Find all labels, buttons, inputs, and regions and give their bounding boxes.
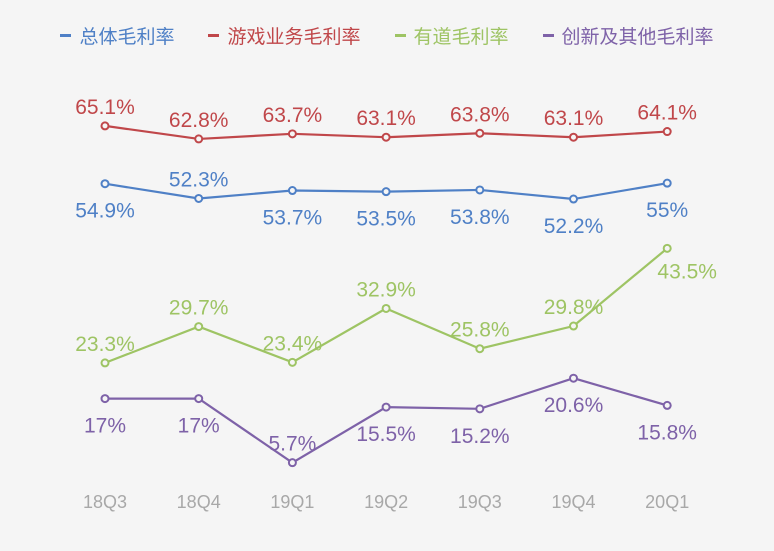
x-tick-label: 18Q3 xyxy=(83,492,127,512)
data-label: 23.4% xyxy=(263,332,323,355)
data-label: 55% xyxy=(646,199,688,222)
legend-swatch xyxy=(542,34,554,37)
data-label: 63.8% xyxy=(450,103,510,126)
legend: 总体毛利率 游戏业务毛利率 有道毛利率 创新及其他毛利率 xyxy=(0,22,774,49)
x-tick-label: 20Q1 xyxy=(645,492,689,512)
data-point[interactable] xyxy=(381,303,391,313)
legend-swatch xyxy=(394,34,406,37)
data-point[interactable] xyxy=(569,194,578,204)
legend-swatch xyxy=(60,34,72,37)
data-label: 15.2% xyxy=(450,425,510,448)
data-point[interactable] xyxy=(569,132,578,142)
x-tick-label: 19Q1 xyxy=(270,492,314,512)
data-label: 29.8% xyxy=(544,296,604,319)
legend-item[interactable]: 有道毛利率 xyxy=(394,22,509,49)
data-point[interactable] xyxy=(662,400,672,410)
data-point[interactable] xyxy=(569,321,578,331)
legend-label: 创新及其他毛利率 xyxy=(561,26,714,48)
data-label: 63.1% xyxy=(544,107,604,130)
x-tick-label: 19Q3 xyxy=(458,492,502,512)
data-label: 65.1% xyxy=(75,96,135,119)
data-label: 54.9% xyxy=(75,200,135,223)
data-label: 64.1% xyxy=(637,102,697,125)
data-point[interactable] xyxy=(381,187,391,197)
legend-label: 有道毛利率 xyxy=(413,26,509,48)
legend-swatch xyxy=(208,34,220,37)
data-label: 23.3% xyxy=(75,333,135,356)
legend-item[interactable]: 创新及其他毛利率 xyxy=(542,22,714,49)
data-label: 62.8% xyxy=(169,109,229,132)
legend-label: 游戏业务毛利率 xyxy=(227,26,361,48)
data-point[interactable] xyxy=(569,373,578,383)
data-point[interactable] xyxy=(662,178,672,188)
x-tick-label: 18Q4 xyxy=(177,492,221,512)
data-label: 5.7% xyxy=(268,433,316,456)
data-point[interactable] xyxy=(475,185,485,195)
data-point[interactable] xyxy=(662,127,672,137)
data-point[interactable] xyxy=(475,404,485,414)
data-label: 63.7% xyxy=(263,104,323,127)
data-point[interactable] xyxy=(287,129,297,139)
data-label: 17% xyxy=(84,415,126,438)
data-label: 15.8% xyxy=(637,421,697,444)
data-label: 52.3% xyxy=(169,168,229,191)
data-point[interactable] xyxy=(475,344,485,354)
data-point[interactable] xyxy=(194,193,204,203)
data-label: 52.2% xyxy=(544,215,604,238)
data-label: 63.1% xyxy=(356,107,416,130)
data-label: 20.6% xyxy=(544,394,604,417)
data-point[interactable] xyxy=(475,128,485,138)
data-point[interactable] xyxy=(100,394,110,404)
x-tick-label: 19Q2 xyxy=(364,492,408,512)
legend-item[interactable]: 游戏业务毛利率 xyxy=(208,22,361,49)
data-point[interactable] xyxy=(194,394,204,404)
data-point[interactable] xyxy=(194,134,204,144)
data-label: 25.8% xyxy=(450,319,510,342)
data-point[interactable] xyxy=(287,357,297,367)
data-label: 53.5% xyxy=(356,208,416,231)
data-label: 17% xyxy=(178,415,220,438)
data-label: 53.8% xyxy=(450,206,510,229)
data-label: 29.7% xyxy=(169,297,229,320)
legend-item[interactable]: 总体毛利率 xyxy=(60,22,174,49)
data-label: 43.5% xyxy=(657,260,717,283)
data-point[interactable] xyxy=(381,402,391,412)
data-point[interactable] xyxy=(100,121,110,131)
data-label: 32.9% xyxy=(356,278,416,301)
data-point[interactable] xyxy=(662,243,672,253)
data-point[interactable] xyxy=(194,322,204,332)
data-point[interactable] xyxy=(100,358,110,368)
data-point[interactable] xyxy=(287,186,297,196)
data-point[interactable] xyxy=(100,179,110,189)
x-tick-label: 19Q4 xyxy=(551,492,595,512)
data-label: 53.7% xyxy=(263,207,323,230)
legend-label: 总体毛利率 xyxy=(79,26,175,48)
data-point[interactable] xyxy=(381,132,391,142)
data-point[interactable] xyxy=(287,458,297,468)
data-label: 15.5% xyxy=(356,423,416,446)
